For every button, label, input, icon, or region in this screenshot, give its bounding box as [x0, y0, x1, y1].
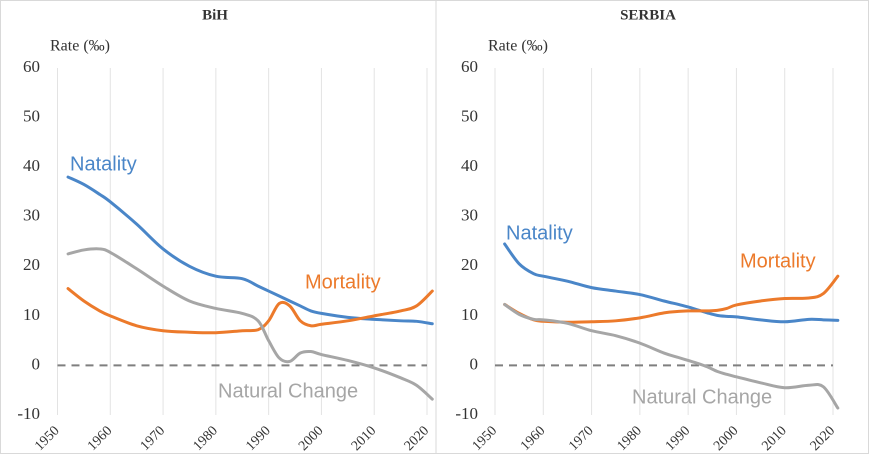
y-tick-label: 10 [23, 305, 40, 324]
y-tick-label: 20 [461, 255, 478, 274]
y-tick-label: 60 [461, 57, 478, 76]
line-series [66, 247, 434, 401]
x-tick-label: 2020 [808, 423, 838, 453]
y-tick-label: -10 [455, 404, 478, 423]
y-tick-label: 0 [470, 354, 479, 373]
x-tick-label: 1960 [518, 423, 548, 453]
x-tick-label: 1970 [138, 423, 168, 453]
y-tick-label: 30 [23, 206, 40, 225]
line-series [503, 242, 840, 324]
y-tick-label: 50 [461, 106, 478, 125]
series-label: Natural Change [632, 386, 772, 408]
line-series [66, 287, 434, 335]
series-label: Natality [70, 153, 137, 175]
x-tick-label: 1990 [243, 423, 273, 453]
x-tick-label: 1950 [470, 423, 500, 453]
x-tick-label: 1980 [191, 423, 221, 453]
y-tick-label: 40 [461, 156, 478, 175]
x-tick-label: 1950 [32, 423, 62, 453]
x-tick-label: 2010 [349, 423, 379, 453]
series-label: Mortality [740, 250, 816, 272]
line-series [503, 274, 840, 324]
y-tick-label: 60 [23, 57, 40, 76]
y-tick-label: 30 [461, 206, 478, 225]
y-axis-label: Rate (‰) [488, 38, 548, 55]
x-tick-label: 2020 [402, 423, 432, 453]
x-tick-label: 1970 [566, 423, 596, 453]
y-axis-label: Rate (‰) [50, 38, 110, 55]
x-tick-label: 2000 [296, 423, 326, 453]
x-tick-label: 1960 [85, 423, 115, 453]
x-tick-label: 1980 [615, 423, 645, 453]
series-label: Natality [506, 222, 573, 244]
chart-title: BiH [202, 7, 228, 23]
series-label: Mortality [305, 271, 381, 293]
y-tick-label: 10 [461, 305, 478, 324]
x-tick-label: 2000 [711, 423, 741, 453]
line-series [503, 302, 840, 410]
y-tick-label: 50 [23, 106, 40, 125]
chart-title: SERBIA [620, 7, 676, 23]
y-tick-label: -10 [17, 404, 40, 423]
line-series [66, 175, 434, 326]
series-label: Natural Change [218, 380, 358, 402]
x-tick-label: 2010 [759, 423, 789, 453]
x-tick-label: 1990 [663, 423, 693, 453]
y-tick-label: 20 [23, 255, 40, 274]
y-tick-label: 40 [23, 156, 40, 175]
y-tick-label: 0 [32, 354, 41, 373]
